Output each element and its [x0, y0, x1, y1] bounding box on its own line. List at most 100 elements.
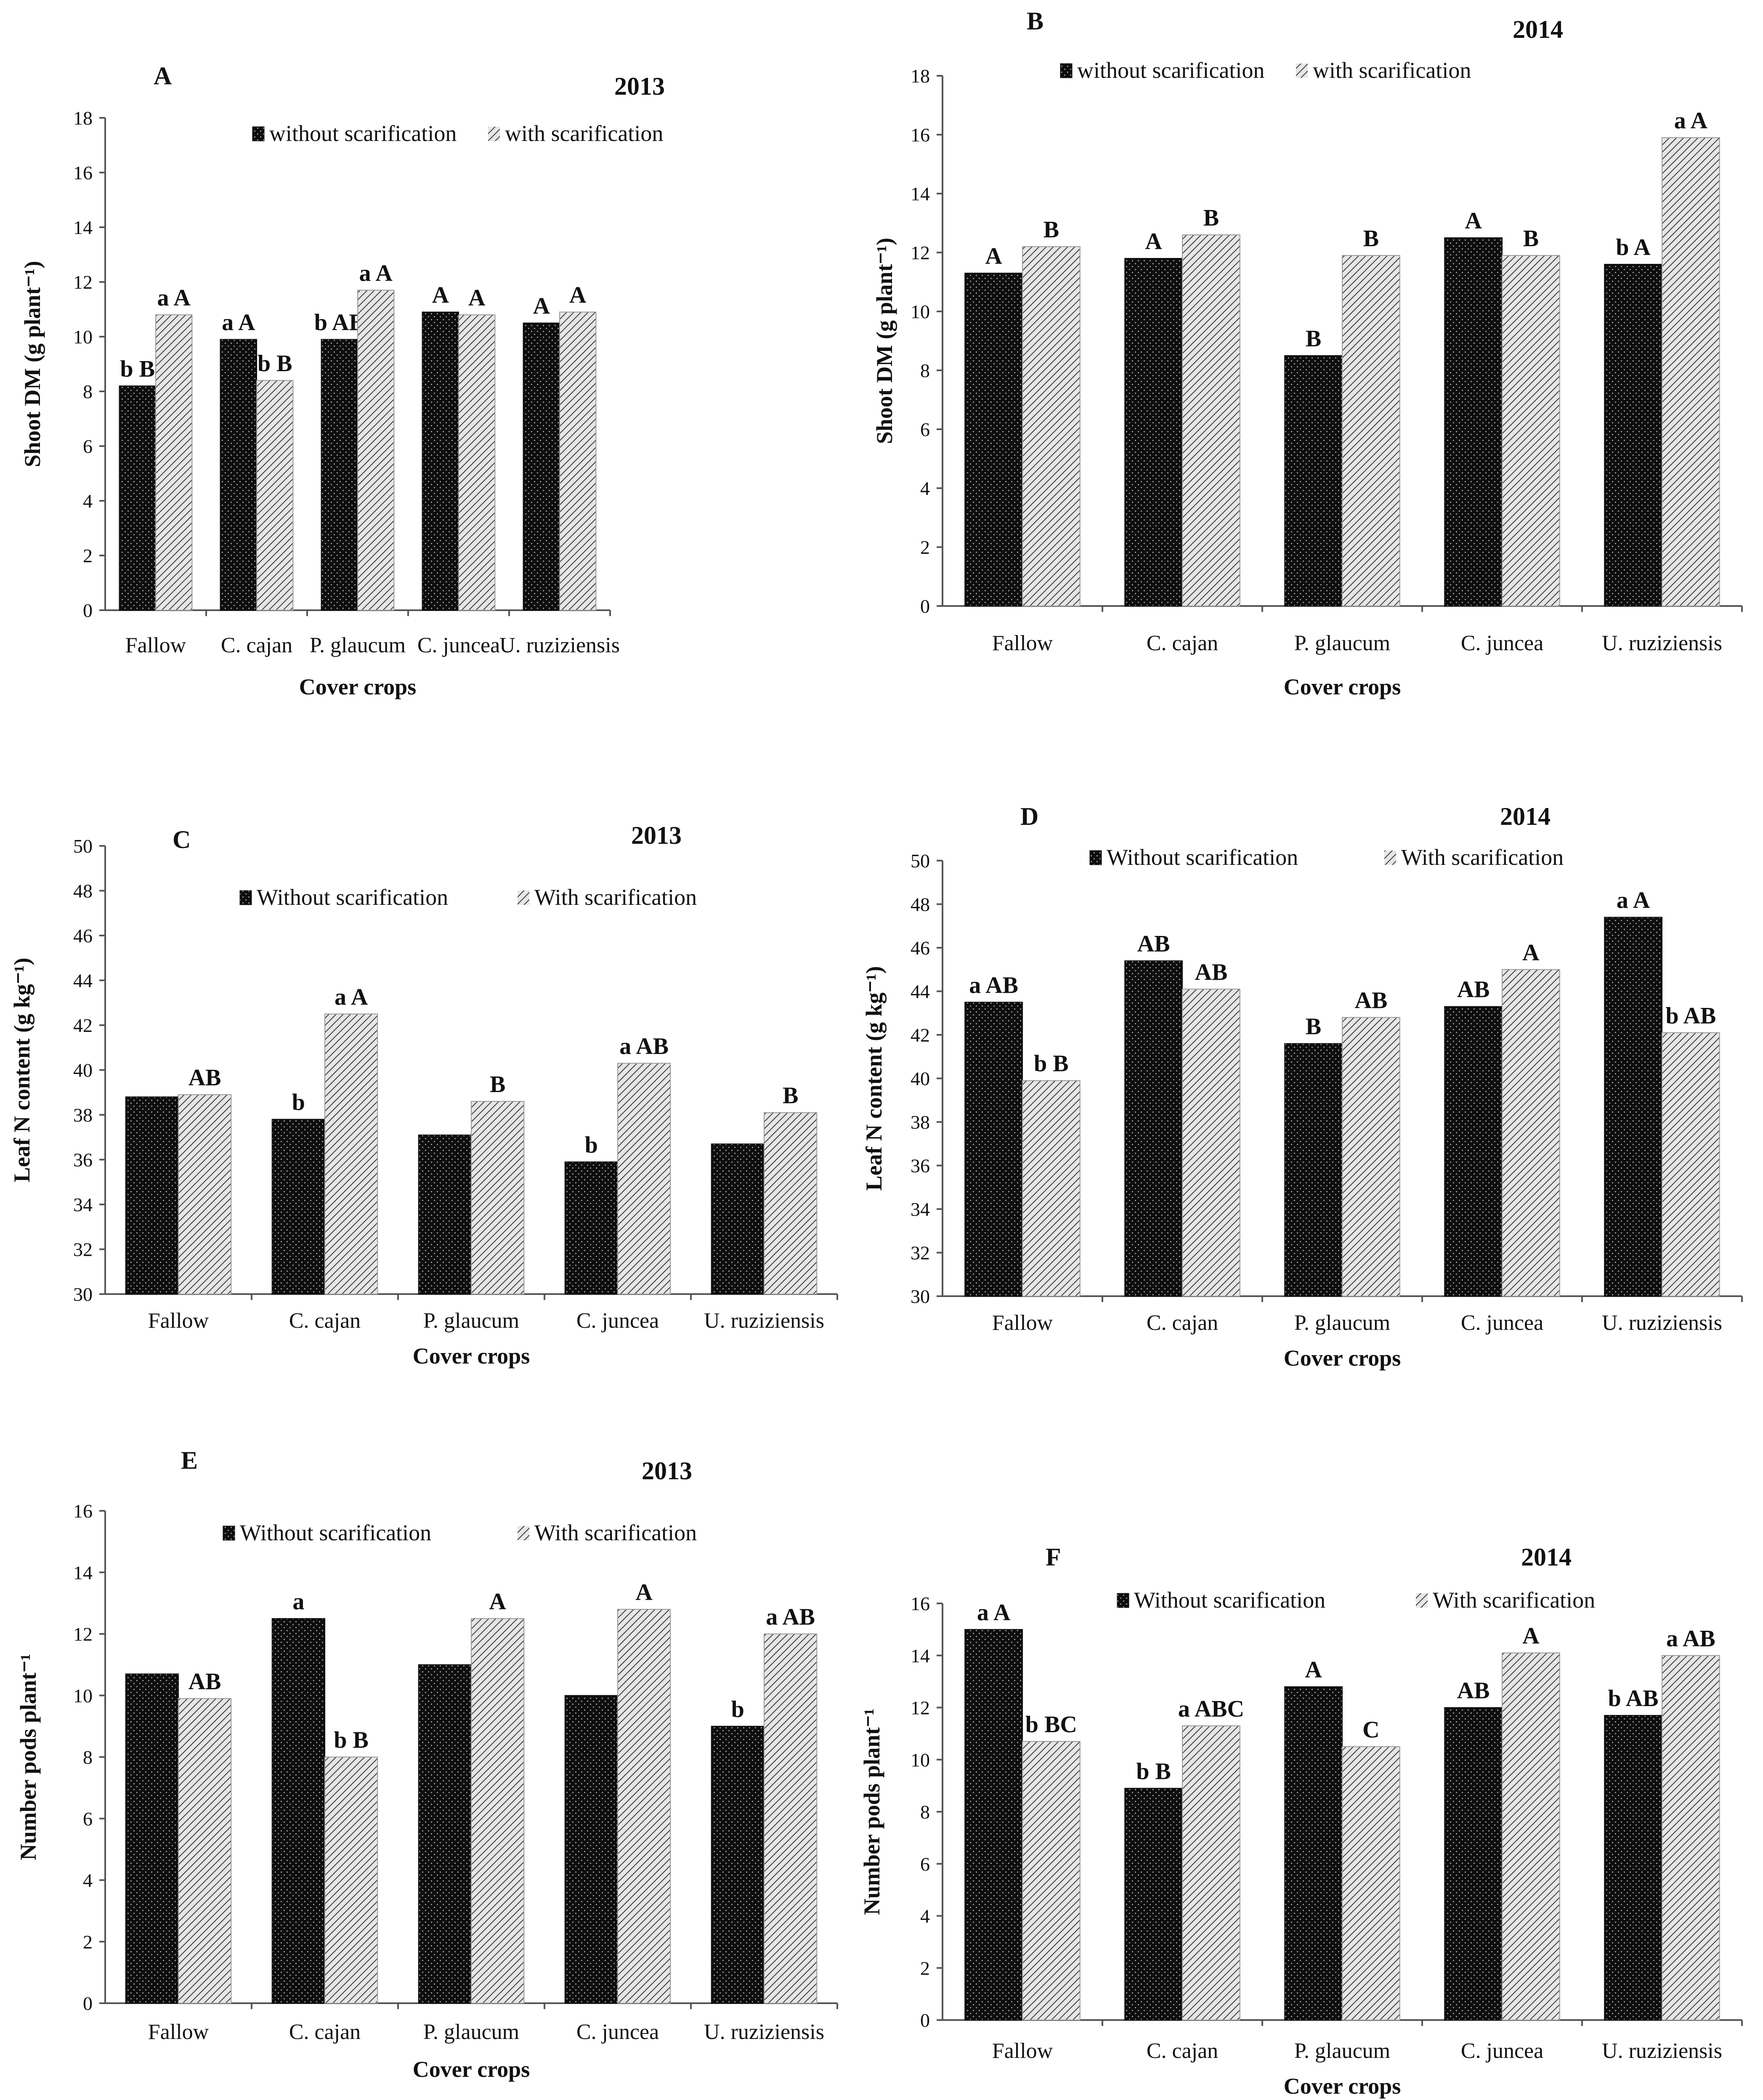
y-tick-label: 6	[83, 1808, 93, 1829]
y-tick-label: 16	[73, 162, 93, 183]
data-label: b	[585, 1132, 598, 1158]
bar-without-scarification	[220, 339, 257, 611]
bar-without-scarification	[1604, 264, 1662, 606]
data-label: B	[1043, 217, 1059, 243]
data-label: A	[489, 1589, 506, 1615]
y-tick-label: 40	[73, 1060, 93, 1081]
y-tick-label: 16	[73, 1500, 93, 1522]
data-label: a AB	[766, 1604, 815, 1630]
bar-without-scarification	[422, 311, 459, 611]
bar-without-scarification	[1124, 1788, 1183, 2020]
data-label: a A	[157, 285, 191, 311]
y-tick-label: 4	[920, 478, 930, 499]
chart-panel-a: A 2013 without scarification with scarifica…	[20, 62, 665, 699]
x-tick-label: P. glaucum	[310, 633, 406, 657]
bar-without-scarification	[119, 385, 157, 611]
y-tick-label: 10	[73, 326, 93, 348]
y-tick-label: 10	[911, 1749, 930, 1770]
y-tick-label: 2	[920, 537, 930, 558]
bar-without-scarification	[523, 322, 560, 611]
bar-with-scarification	[471, 1101, 525, 1295]
data-label: C	[1362, 1717, 1379, 1743]
y-tick-label: 14	[911, 183, 930, 205]
legend-swatch	[1117, 1593, 1129, 1608]
y-axis-title: Shoot DM (g plant⁻¹)	[872, 238, 897, 444]
x-tick-label: Fallow	[148, 2020, 209, 2044]
chart-title: 2013	[631, 821, 682, 849]
bar-without-scarification	[125, 1673, 179, 2004]
data-label: a AB	[1666, 1626, 1715, 1652]
legend-entry: With scarification	[534, 885, 697, 910]
data-label: AB	[1137, 931, 1170, 957]
data-label: B	[490, 1071, 505, 1098]
x-tick-label: Fallow	[125, 633, 186, 657]
data-label: a A	[1617, 888, 1650, 914]
data-label: A	[1465, 208, 1482, 234]
bar-without-scarification	[1124, 960, 1183, 1297]
data-label: A	[468, 285, 486, 311]
y-tick-label: 42	[73, 1015, 93, 1036]
bar-without-scarification	[1444, 1707, 1503, 2020]
bar-without-scarification	[564, 1161, 618, 1295]
bar-with-scarification	[1022, 246, 1081, 606]
y-tick-label: 34	[73, 1194, 93, 1215]
chart-title: 2013	[614, 72, 665, 100]
data-label: a A	[222, 310, 255, 336]
panel-label: D	[1020, 803, 1038, 830]
chart-title: 2013	[642, 1457, 692, 1485]
x-tick-label: C. juncea	[417, 633, 500, 657]
y-tick-label: 12	[911, 242, 930, 263]
legend: Without scarification With scarification	[239, 885, 697, 910]
chart-title: 2014	[1521, 1543, 1572, 1571]
x-tick-label: U. ruziziensis	[704, 1309, 824, 1333]
bar-without-scarification	[418, 1664, 472, 2004]
legend-entry: with scarification	[1313, 58, 1471, 83]
legend-entry: With scarification	[534, 1520, 697, 1545]
x-tick-label: C. juncea	[1461, 2039, 1543, 2063]
data-label: a	[292, 1589, 304, 1615]
panel-label: F	[1046, 1543, 1061, 1571]
bar-without-scarification	[125, 1096, 179, 1295]
legend: Without scarification With scarification	[1117, 1587, 1595, 1613]
x-tick-label: C. cajan	[1147, 1311, 1218, 1335]
x-tick-label: U. ruziziensis	[499, 633, 620, 657]
y-tick-label: 6	[920, 419, 930, 440]
x-tick-label: P. glaucum	[423, 2020, 519, 2044]
y-tick-label: 36	[73, 1149, 93, 1171]
data-label: a A	[335, 984, 368, 1010]
x-tick-label: U. ruziziensis	[704, 2020, 824, 2044]
y-axis-title: Number pods plant⁻¹	[16, 1654, 41, 1861]
bar-with-scarification	[357, 290, 395, 611]
bar-with-scarification	[1342, 1017, 1400, 1297]
data-label: AB	[1457, 977, 1490, 1003]
data-label: b BC	[1025, 1712, 1077, 1738]
data-label: B	[1523, 226, 1539, 252]
bar-with-scarification	[1502, 255, 1560, 606]
data-label: a A	[359, 261, 393, 287]
bar-without-scarification	[964, 1629, 1023, 2020]
bar-without-scarification	[964, 273, 1023, 606]
y-tick-label: 50	[911, 850, 930, 872]
legend-swatch	[1060, 63, 1073, 78]
y-tick-label: 0	[920, 2010, 930, 2031]
legend: Without scarification With scarification	[223, 1520, 697, 1545]
y-tick-label: 40	[911, 1068, 930, 1090]
x-axis-title: Cover crops	[413, 1343, 530, 1369]
y-axis-title: Leaf N content (g kg⁻¹)	[9, 958, 35, 1183]
y-tick-label: 8	[83, 1746, 93, 1768]
y-tick-label: 44	[73, 970, 93, 992]
y-tick-label: 32	[73, 1239, 93, 1260]
y-tick-label: 48	[911, 894, 930, 915]
y-tick-label: 2	[83, 1931, 93, 1953]
y-tick-label: 4	[83, 1870, 93, 1891]
panel-label: E	[181, 1446, 198, 1474]
y-tick-label: 0	[83, 600, 93, 621]
chart-title: 2014	[1513, 16, 1563, 43]
x-tick-label: C. cajan	[221, 633, 292, 657]
bar-without-scarification	[321, 339, 358, 611]
bar-without-scarification	[271, 1119, 325, 1295]
legend: without scarification with scarification	[252, 121, 663, 146]
data-label: b	[292, 1090, 305, 1116]
y-tick-label: 32	[911, 1242, 930, 1264]
